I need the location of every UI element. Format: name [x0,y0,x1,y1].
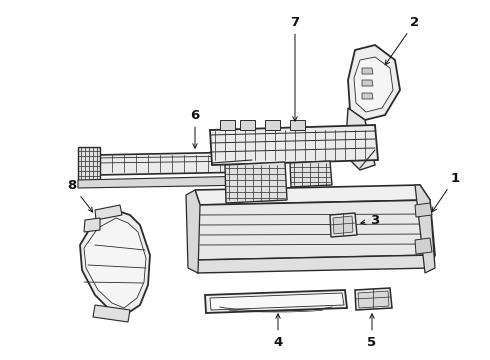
Polygon shape [195,200,435,260]
Polygon shape [290,120,305,130]
Polygon shape [205,290,347,313]
Polygon shape [265,120,280,130]
Polygon shape [348,45,400,120]
Polygon shape [415,185,435,273]
Polygon shape [95,152,252,175]
Polygon shape [95,205,122,220]
Text: 2: 2 [385,15,419,65]
Polygon shape [358,291,389,308]
Polygon shape [210,125,378,165]
Text: 3: 3 [361,213,380,226]
Polygon shape [197,255,435,273]
Polygon shape [415,238,432,254]
Text: 8: 8 [68,179,93,212]
Polygon shape [354,57,393,112]
Text: 7: 7 [291,15,299,121]
Polygon shape [225,162,287,203]
Polygon shape [186,190,200,273]
Polygon shape [195,185,430,205]
Polygon shape [78,147,100,180]
Polygon shape [93,305,130,322]
Polygon shape [220,120,235,130]
Polygon shape [84,218,146,308]
Text: 4: 4 [273,314,283,348]
Polygon shape [355,288,392,310]
Polygon shape [210,293,344,310]
Text: 5: 5 [368,314,376,348]
Text: 6: 6 [191,108,199,148]
Polygon shape [333,216,353,234]
Polygon shape [362,80,373,86]
Polygon shape [362,68,373,74]
Polygon shape [80,210,150,315]
Polygon shape [362,93,373,99]
Polygon shape [290,161,332,187]
Polygon shape [415,203,432,217]
Polygon shape [84,218,100,232]
Polygon shape [78,176,253,188]
Polygon shape [345,108,375,170]
Polygon shape [330,213,357,237]
Text: 1: 1 [432,171,460,212]
Polygon shape [240,120,255,130]
